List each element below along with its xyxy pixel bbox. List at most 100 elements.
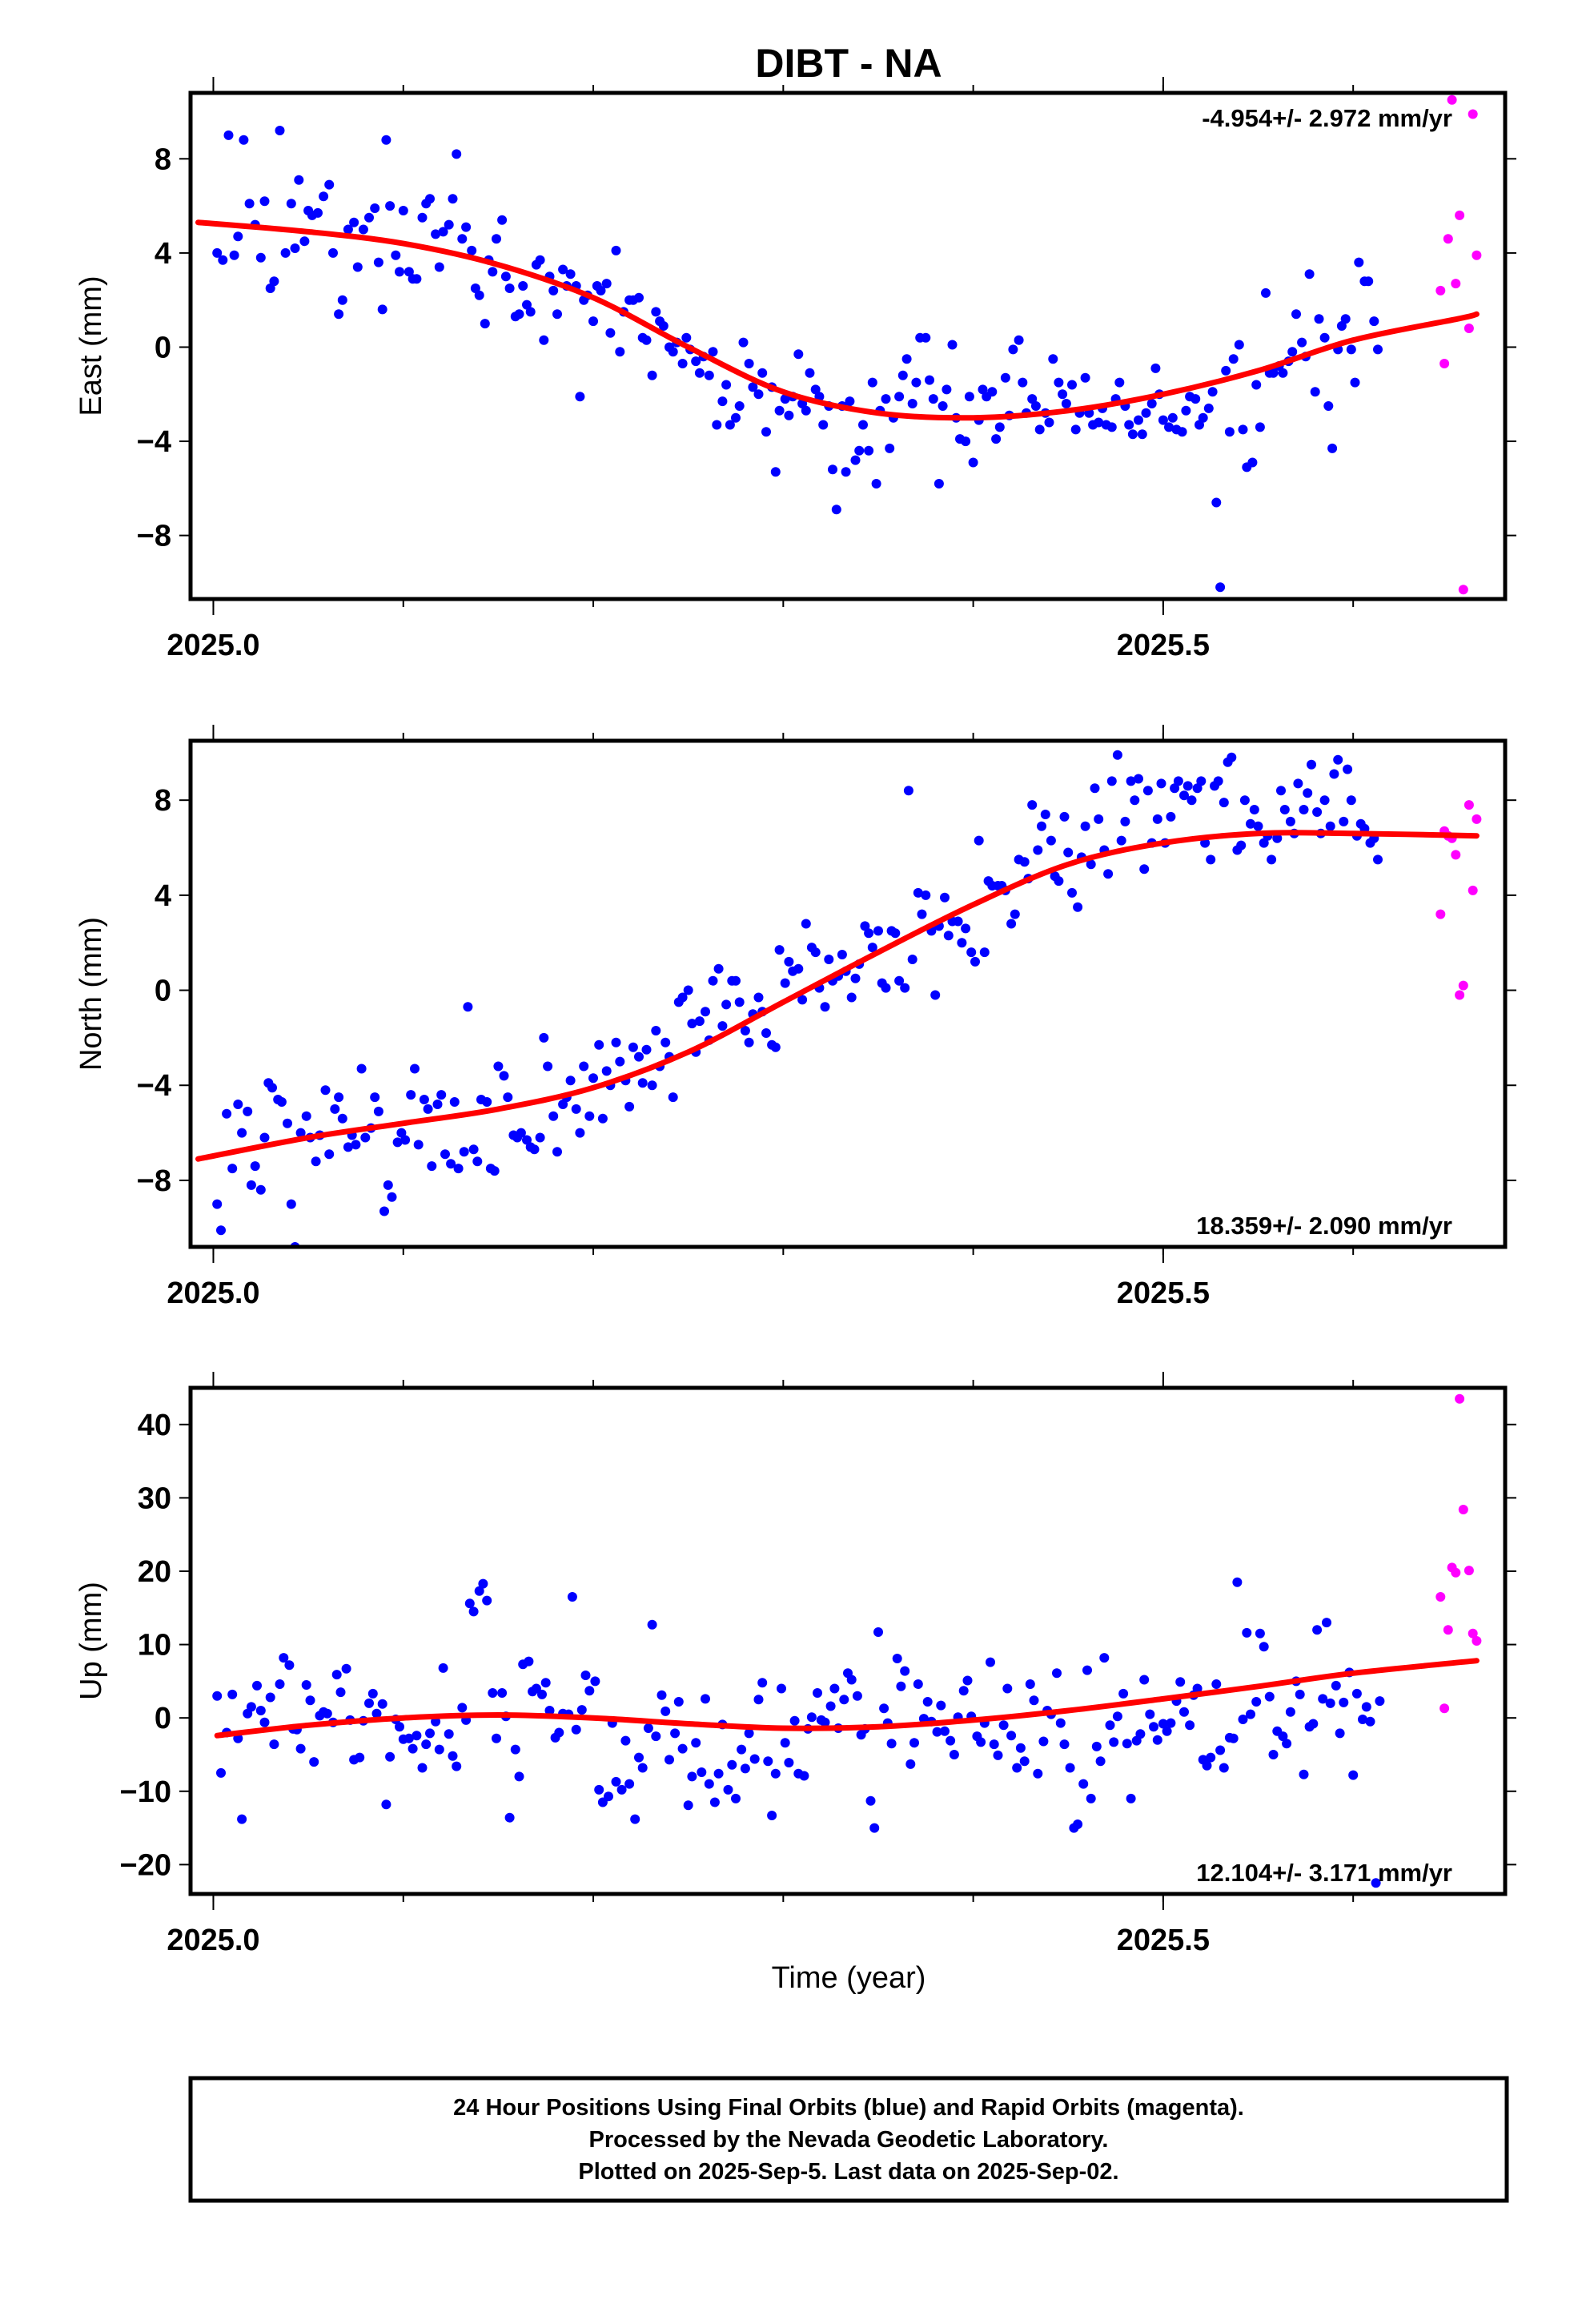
up-rapid-orbit-point [1435, 1592, 1446, 1602]
up-final-orbit-point [656, 1690, 667, 1700]
north-final-orbit-point [797, 995, 808, 1005]
east-final-orbit-point [212, 247, 223, 258]
up-final-orbit-point [594, 1784, 604, 1795]
east-final-orbit-point [328, 247, 338, 258]
north-final-orbit-point [850, 973, 861, 983]
east-final-orbit-point [1228, 354, 1239, 364]
east-final-orbit-point [1323, 401, 1334, 411]
east-final-orbit-point [1369, 316, 1379, 327]
east-rapid-orbit-point [1435, 285, 1446, 296]
up-final-orbit-point [488, 1688, 498, 1698]
up-final-orbit-point [385, 1751, 396, 1762]
east-final-orbit-point [294, 175, 304, 185]
up-final-orbit-point [355, 1752, 365, 1763]
east-final-orbit-point [885, 443, 895, 453]
up-final-orbit-point [510, 1744, 520, 1755]
east-final-orbit-point [1167, 412, 1178, 423]
up-final-orbit-point [777, 1683, 786, 1694]
east-plot-area [195, 94, 1482, 595]
up-final-orbit-point [1202, 1760, 1212, 1771]
up-final-orbit-point [1078, 1779, 1089, 1789]
north-final-orbit-point [1343, 764, 1353, 774]
north-final-orbit-point [770, 1042, 781, 1052]
east-final-orbit-point [748, 382, 758, 392]
north-final-orbit-point [917, 909, 927, 919]
north-final-orbit-point [900, 983, 910, 993]
chart-title: DIBT - NA [755, 41, 942, 86]
up-y-tick-label: 10 [138, 1629, 171, 1663]
up-final-orbit-point [580, 1671, 591, 1680]
up-final-orbit-point [1278, 1731, 1288, 1742]
up-final-orbit-point [1038, 1736, 1049, 1747]
up-final-orbit-point [1105, 1720, 1115, 1731]
east-final-orbit-point [259, 196, 270, 207]
east-final-orbit-point [911, 377, 921, 388]
up-final-orbit-point [425, 1728, 435, 1739]
up-final-orbit-point [1246, 1709, 1255, 1719]
north-final-orbit-point [1227, 752, 1237, 762]
east-final-orbit-point [1044, 417, 1054, 428]
up-final-orbit-point [1158, 1719, 1168, 1729]
north-final-orbit-point [1010, 909, 1020, 919]
up-final-orbit-point [1139, 1675, 1150, 1685]
north-final-orbit-point [522, 1135, 532, 1145]
north-final-orbit-point [683, 985, 693, 995]
north-final-orbit-point [579, 1061, 589, 1072]
north-rapid-orbit-point [1458, 980, 1468, 991]
east-final-orbit-point [1058, 389, 1068, 400]
up-final-orbit-point [896, 1681, 906, 1691]
north-final-orbit-point [761, 1028, 771, 1038]
up-rapid-orbit-point [1443, 1625, 1453, 1635]
east-final-orbit-point [780, 394, 790, 404]
east-final-orbit-point [925, 375, 934, 385]
up-final-orbit-point [940, 1726, 950, 1736]
north-final-orbit-point [1112, 750, 1122, 760]
north-final-orbit-point [1086, 859, 1096, 870]
east-final-orbit-point [871, 479, 881, 489]
up-final-orbit-point [227, 1689, 238, 1699]
north-final-orbit-point [611, 1037, 621, 1047]
up-final-orbit-point [395, 1722, 404, 1732]
east-final-orbit-point [921, 332, 931, 343]
east-final-orbit-point [647, 370, 657, 380]
north-final-orbit-point [1103, 869, 1114, 879]
up-y-tick-label: 30 [138, 1482, 171, 1515]
north-final-orbit-point [387, 1192, 397, 1202]
east-final-orbit-point [474, 290, 484, 300]
east-final-orbit-point [1251, 380, 1262, 390]
up-final-orbit-point [265, 1692, 275, 1703]
east-final-orbit-point [349, 217, 359, 227]
east-final-orbit-point [1027, 394, 1038, 404]
north-final-orbit-point [1307, 759, 1316, 770]
north-final-orbit-point [1067, 887, 1077, 898]
north-final-orbit-point [413, 1140, 424, 1150]
east-panel: 2025.0 2025.5 −8 −4 0 4 8 East (mm) -4.954+/- 2.… [74, 77, 1516, 662]
east-final-orbit-point [290, 243, 300, 253]
north-final-orbit-point [463, 1002, 473, 1012]
east-final-orbit-point [1291, 309, 1301, 320]
north-final-orbit-point [1276, 786, 1286, 796]
east-final-orbit-point [928, 394, 938, 404]
up-final-orbit-point [255, 1706, 266, 1715]
north-final-orbit-point [668, 1092, 678, 1103]
north-final-orbit-point [370, 1092, 380, 1103]
north-final-orbit-point [1219, 798, 1229, 808]
north-final-orbit-point [383, 1180, 393, 1190]
up-final-orbit-point [913, 1679, 923, 1689]
north-final-orbit-point [351, 1140, 361, 1150]
north-final-orbit-point [400, 1135, 411, 1145]
north-final-orbit-point [1033, 845, 1043, 855]
up-final-orbit-point [1295, 1689, 1305, 1699]
east-final-orbit-point [558, 264, 568, 275]
east-final-orbit-point [1207, 387, 1218, 397]
up-panel: 2025.0 2025.5 −20 −10 0 10 20 30 40 Up (mm) 12.104… [74, 1372, 1516, 1957]
north-final-orbit-point [943, 931, 954, 941]
up-x-tick-label: 2025.0 [167, 1924, 259, 1957]
east-final-orbit-point [275, 126, 285, 135]
east-final-orbit-point [947, 340, 958, 350]
up-final-orbit-point [1029, 1695, 1039, 1706]
up-final-orbit-point [1065, 1763, 1075, 1773]
north-final-orbit-point [903, 786, 913, 796]
north-final-orbit-point [320, 1085, 331, 1096]
east-final-orbit-point [444, 219, 454, 230]
